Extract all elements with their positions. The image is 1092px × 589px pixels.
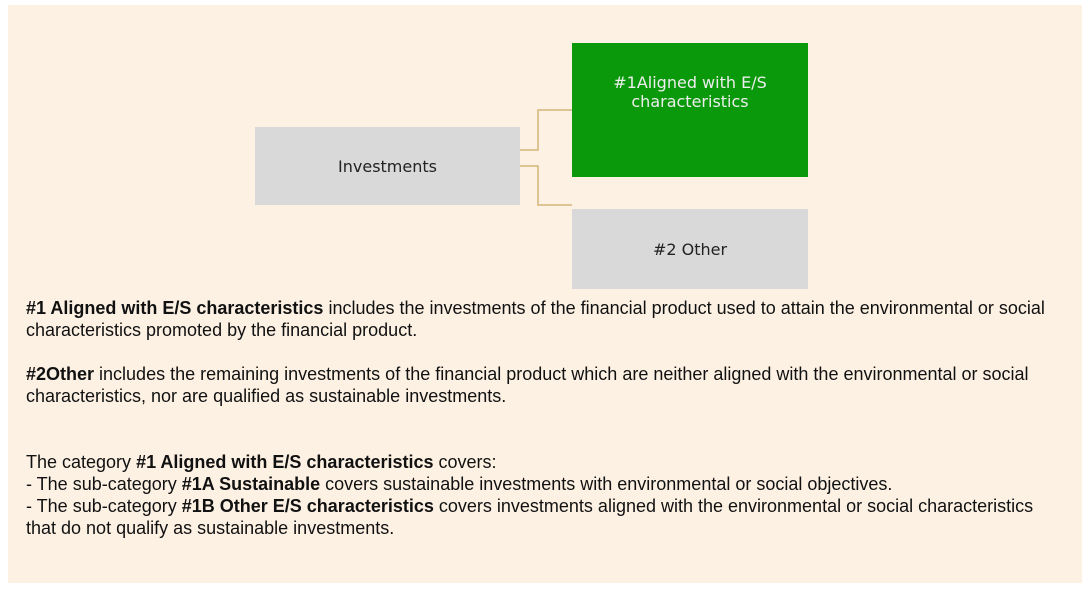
connector (520, 165, 572, 206)
note-text: includes the investments of the financia… (26, 298, 1045, 340)
note: #2Other includes the remaining investmen… (26, 363, 1066, 407)
bold-term: #1A Sustainable (181, 474, 321, 494)
category-block: The category #1 Aligned with E/S charact… (26, 451, 1066, 539)
node-other: #2 Other (572, 209, 808, 289)
connector (520, 109, 572, 151)
bold-term: #1B Other E/S characteristics (181, 496, 434, 516)
text: covers: (433, 452, 497, 472)
text: - The sub-category (26, 496, 182, 516)
text: covers sustainable investments with envi… (320, 474, 893, 494)
node-investments: Investments (255, 127, 520, 205)
note-text: includes the remaining investments of th… (26, 364, 1029, 406)
bold-term: #1 Aligned with E/S characteristics (26, 298, 324, 318)
text: - The sub-category (26, 474, 182, 494)
text: covers investments aligned with the envi… (26, 496, 1034, 538)
panel: Investments #1Aligned with E/S character… (8, 5, 1082, 583)
bold-term: #1 Aligned with E/S characteristics (136, 452, 434, 472)
text: The category (26, 452, 137, 472)
node-label: #2 Other (652, 239, 728, 259)
connectors (520, 109, 572, 206)
note: #1 Aligned with E/S characteristics incl… (26, 297, 1066, 341)
node-label: #1Aligned with E/S characteristics (613, 73, 767, 111)
node-label: Investments (338, 156, 437, 176)
node-aligned: #1Aligned with E/S characteristics (572, 43, 808, 177)
bold-term: #2Other (26, 364, 95, 384)
